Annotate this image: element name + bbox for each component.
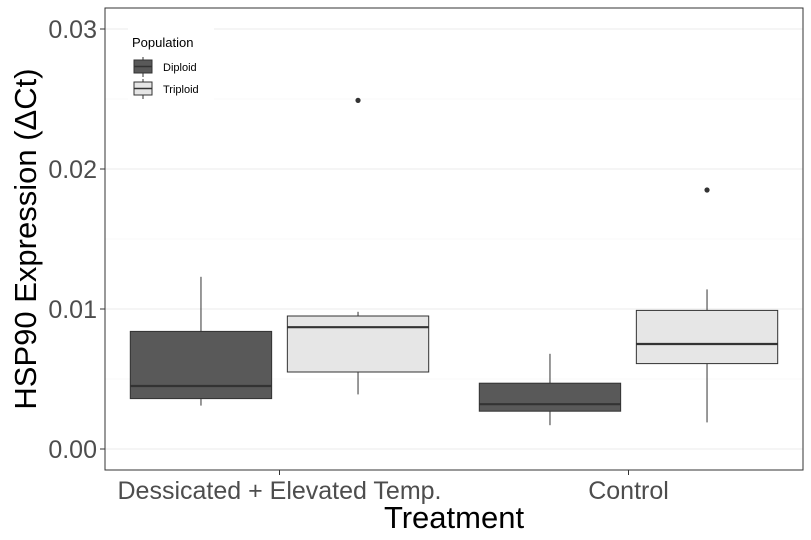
iqr-box: [478, 382, 622, 412]
legend-key-triploid: [133, 79, 153, 99]
legend-title: Population: [132, 35, 193, 50]
iqr-box: [286, 315, 430, 373]
y-axis-title: HSP90 Expression (ΔCt): [8, 68, 43, 409]
legend-key-diploid: [133, 57, 153, 77]
outlier-point: [704, 187, 710, 193]
outlier-point: [355, 97, 361, 103]
legend: Population Diploid Triploid: [128, 28, 214, 100]
x-axis-title: Treatment: [384, 500, 525, 535]
plot-panel-border: [104, 7, 804, 471]
box-diploid: [478, 353, 622, 426]
x-tick-label: Dessicated + Elevated Temp.: [117, 477, 441, 505]
box-groups: [129, 97, 779, 426]
y-tick-label: 0.00: [48, 436, 97, 464]
box-triploid: [286, 97, 430, 395]
box-triploid: [635, 187, 779, 423]
axes: 0.00 0.01 0.02 0.03 Dessicated + Elevated Te…: [48, 16, 668, 505]
legend-label-diploid: Diploid: [163, 62, 197, 74]
y-tick-label: 0.01: [48, 296, 97, 324]
iqr-box: [129, 330, 273, 400]
box-diploid: [129, 276, 273, 406]
y-tick-label: 0.02: [48, 156, 97, 184]
x-tick-label: Control: [588, 477, 669, 505]
y-tick-label: 0.03: [48, 16, 97, 44]
iqr-box: [635, 309, 779, 365]
legend-label-triploid: Triploid: [163, 84, 199, 96]
